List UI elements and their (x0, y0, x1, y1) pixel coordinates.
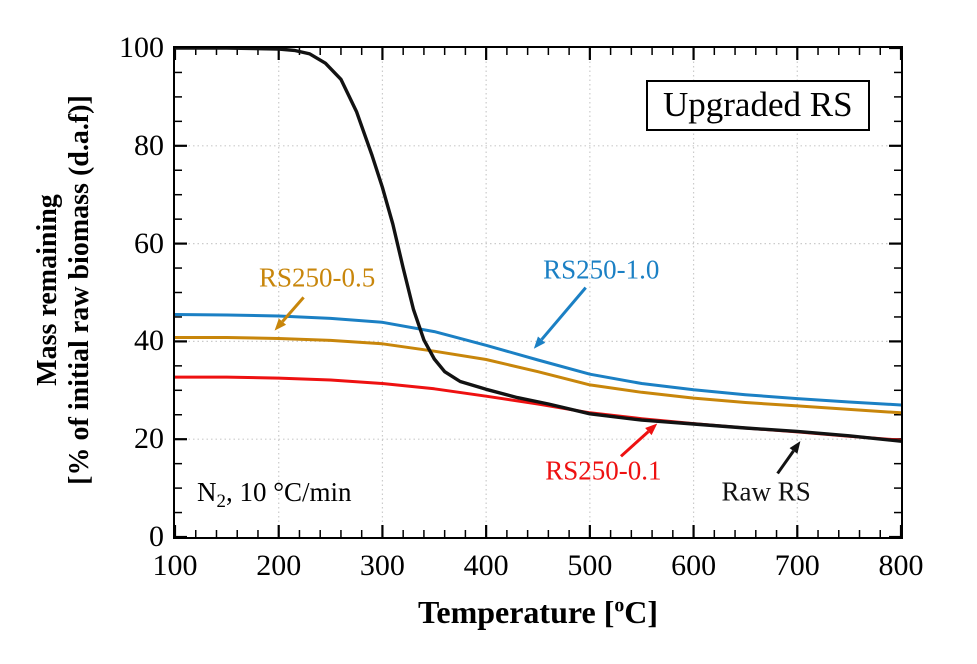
x-axis-title: Temperature [oC] (418, 594, 658, 631)
condition-note-subscript: 2 (216, 491, 226, 513)
x-tick-label-200: 200 (256, 549, 302, 582)
x-tick-label-100: 100 (152, 549, 198, 582)
y-tick-label-40: 40 (134, 324, 164, 358)
x-tick-label-500: 500 (567, 549, 613, 582)
curve-raw-rs (175, 48, 901, 443)
x-axis-title-prefix: Temperature [ (417, 594, 615, 630)
annotation-arrow (281, 296, 305, 323)
annotation-arrow (619, 430, 650, 458)
x-tick-label-700: 700 (774, 549, 820, 582)
x-tick-label-400: 400 (463, 549, 509, 582)
condition-note-prefix: N (197, 476, 217, 507)
x-axis-title-suffix: C] (624, 594, 659, 630)
annotation-arrow (776, 450, 795, 475)
annotation-arrowhead (789, 441, 801, 454)
plot-area: Upgraded RS N2, 10 °C/min RS250-0.5 RS250… (173, 46, 903, 539)
x-tick-label-800: 800 (878, 549, 924, 582)
y-tick-label-20: 20 (134, 422, 164, 456)
y-tick-label-80: 80 (134, 128, 164, 162)
y-tick-label-0: 0 (149, 520, 164, 553)
condition-note-suffix: , 10 °C/min (225, 476, 352, 507)
y-axis-title-line1: Mass remaining (31, 194, 63, 386)
series-label-raw-rs: Raw RS (721, 476, 811, 507)
annotation-arrowhead (533, 336, 546, 349)
x-tick-label-300: 300 (359, 549, 405, 582)
curve-rs250-0-5 (175, 336, 901, 415)
series-label-rs250-0-5: RS250-0.5 (258, 262, 376, 293)
chart-svg (175, 48, 901, 537)
series-label-rs250-1-0: RS250-1.0 (543, 254, 660, 285)
y-tick-label-60: 60 (134, 226, 164, 260)
series-label-rs250-0-1: RS250-0.1 (545, 455, 662, 486)
x-axis-title-degree: o (614, 594, 625, 617)
y-tick-label-100: 100 (119, 31, 164, 64)
annotation-arrowhead (274, 318, 287, 331)
condition-note: N2, 10 °C/min (197, 477, 352, 513)
inset-label-text: Upgraded RS (663, 85, 853, 124)
x-tick-label-600: 600 (671, 549, 717, 582)
inset-label-box: Upgraded RS (646, 80, 870, 131)
curve-rs250-1-0 (175, 313, 901, 407)
annotation-arrow (540, 286, 587, 341)
annotation-arrowhead (645, 423, 658, 436)
